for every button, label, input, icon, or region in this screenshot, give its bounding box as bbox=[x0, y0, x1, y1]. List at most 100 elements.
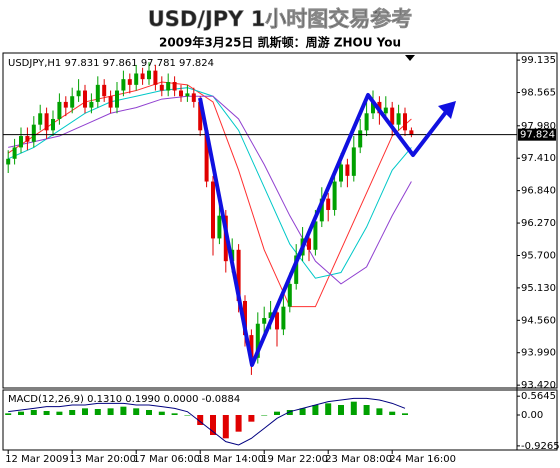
candle-body bbox=[172, 82, 177, 91]
last-price-label: 97.824 bbox=[520, 130, 555, 141]
y-tick-label: 93.990 bbox=[521, 348, 556, 359]
candle-body bbox=[95, 84, 100, 102]
y-tick-label: -0.9265 bbox=[521, 441, 560, 452]
subtitle: 2009年3月25日 凯斯顿：周游 ZHOU You bbox=[159, 35, 401, 50]
macd-bar bbox=[350, 401, 357, 415]
candle-body bbox=[140, 73, 145, 80]
candle-body bbox=[351, 147, 356, 176]
macd-bar bbox=[338, 405, 344, 415]
macd-bar bbox=[325, 403, 332, 415]
macd-bar bbox=[94, 409, 101, 415]
macd-bar bbox=[402, 413, 408, 415]
candle-body bbox=[339, 164, 343, 182]
candle-body bbox=[185, 93, 190, 97]
y-tick-label: 97.980 bbox=[521, 121, 556, 132]
moving-average bbox=[7, 81, 412, 308]
candle-body bbox=[63, 101, 68, 108]
trend-annotation bbox=[198, 93, 448, 367]
candle-body bbox=[281, 306, 286, 330]
candle-body bbox=[268, 312, 273, 319]
macd-frame bbox=[2, 389, 558, 451]
candle-body bbox=[217, 215, 222, 239]
macd-bar bbox=[146, 410, 152, 415]
candle-body bbox=[25, 136, 30, 142]
macd-bar bbox=[389, 411, 396, 415]
candle-body bbox=[102, 84, 107, 97]
macd-bar bbox=[299, 408, 306, 415]
y-tick-label: 96.270 bbox=[521, 218, 556, 229]
candle-body bbox=[313, 221, 318, 250]
y-tick-label: 95.700 bbox=[521, 250, 556, 261]
y-tick-label: 96.840 bbox=[521, 186, 556, 197]
x-tick-label: 12 Mar 2009 bbox=[5, 454, 68, 465]
y-tick-label: 0.00 bbox=[521, 410, 543, 421]
y-tick-label: 0.5645 bbox=[521, 391, 556, 402]
x-tick-label: 17 Mar 06:00 bbox=[133, 454, 200, 465]
macd-bar bbox=[43, 411, 50, 415]
macd-bar bbox=[235, 415, 242, 432]
candle-body bbox=[191, 93, 196, 102]
candle-body bbox=[204, 130, 209, 182]
macd-bar bbox=[133, 408, 140, 415]
macd-bar bbox=[30, 410, 37, 415]
candle-body bbox=[287, 283, 292, 307]
macd-bar bbox=[56, 411, 63, 415]
title: USD/JPY 1小时图交易参考 bbox=[148, 7, 413, 31]
macd-bar bbox=[261, 415, 268, 416]
candle-body bbox=[89, 101, 94, 108]
candle-body bbox=[44, 113, 49, 131]
candle-body bbox=[358, 130, 363, 148]
macd-bar bbox=[5, 413, 12, 415]
candle-body bbox=[275, 312, 279, 330]
macd-bar bbox=[197, 415, 204, 425]
candle-body bbox=[83, 90, 87, 108]
candle-body bbox=[409, 130, 414, 135]
macd-bar bbox=[82, 408, 88, 415]
candle-body bbox=[198, 101, 203, 131]
macd-bar bbox=[210, 415, 216, 435]
macd-bar bbox=[171, 413, 178, 415]
y-tick-label: 98.565 bbox=[521, 88, 556, 99]
price-frame bbox=[2, 52, 558, 389]
macd-bar bbox=[248, 415, 255, 422]
x-tick-label: 24 Mar 16:00 bbox=[389, 454, 456, 465]
x-tick-label: 19 Mar 22:00 bbox=[261, 454, 328, 465]
candle-body bbox=[179, 90, 183, 97]
candle-body bbox=[236, 249, 241, 301]
candle-body bbox=[403, 113, 407, 131]
candle-body bbox=[371, 101, 375, 114]
macd-bar bbox=[286, 410, 293, 415]
moving-average bbox=[8, 95, 412, 285]
macd-bar bbox=[222, 415, 229, 439]
candle-body bbox=[332, 181, 337, 210]
candle-body bbox=[255, 323, 260, 358]
last-price-box bbox=[518, 128, 556, 141]
candle-body bbox=[396, 113, 401, 125]
macd-bar bbox=[312, 405, 319, 415]
shift-marker bbox=[405, 55, 415, 61]
macd-bar bbox=[376, 408, 383, 415]
macd-line bbox=[8, 397, 406, 446]
candle-body bbox=[319, 198, 324, 222]
candle-body bbox=[115, 90, 119, 108]
candle-body bbox=[166, 82, 171, 91]
x-tick-label: 18 Mar 14:00 bbox=[197, 454, 264, 465]
macd-bar bbox=[184, 415, 191, 416]
candle-body bbox=[345, 164, 350, 176]
x-tick-label: 13 Mar 20:00 bbox=[69, 454, 136, 465]
macd-bar bbox=[158, 411, 165, 415]
candle-body bbox=[326, 198, 331, 210]
candle-body bbox=[38, 113, 43, 125]
candle-body bbox=[211, 181, 215, 239]
macd-bar bbox=[363, 405, 370, 415]
candle-body bbox=[134, 73, 139, 85]
candle-body bbox=[57, 101, 62, 119]
candle-body bbox=[6, 158, 11, 165]
candle-body bbox=[153, 70, 158, 85]
candle-body bbox=[76, 90, 81, 97]
candle-body bbox=[294, 255, 299, 284]
candle-body bbox=[243, 300, 247, 336]
candle-body bbox=[31, 124, 36, 142]
candle-body bbox=[249, 335, 254, 358]
